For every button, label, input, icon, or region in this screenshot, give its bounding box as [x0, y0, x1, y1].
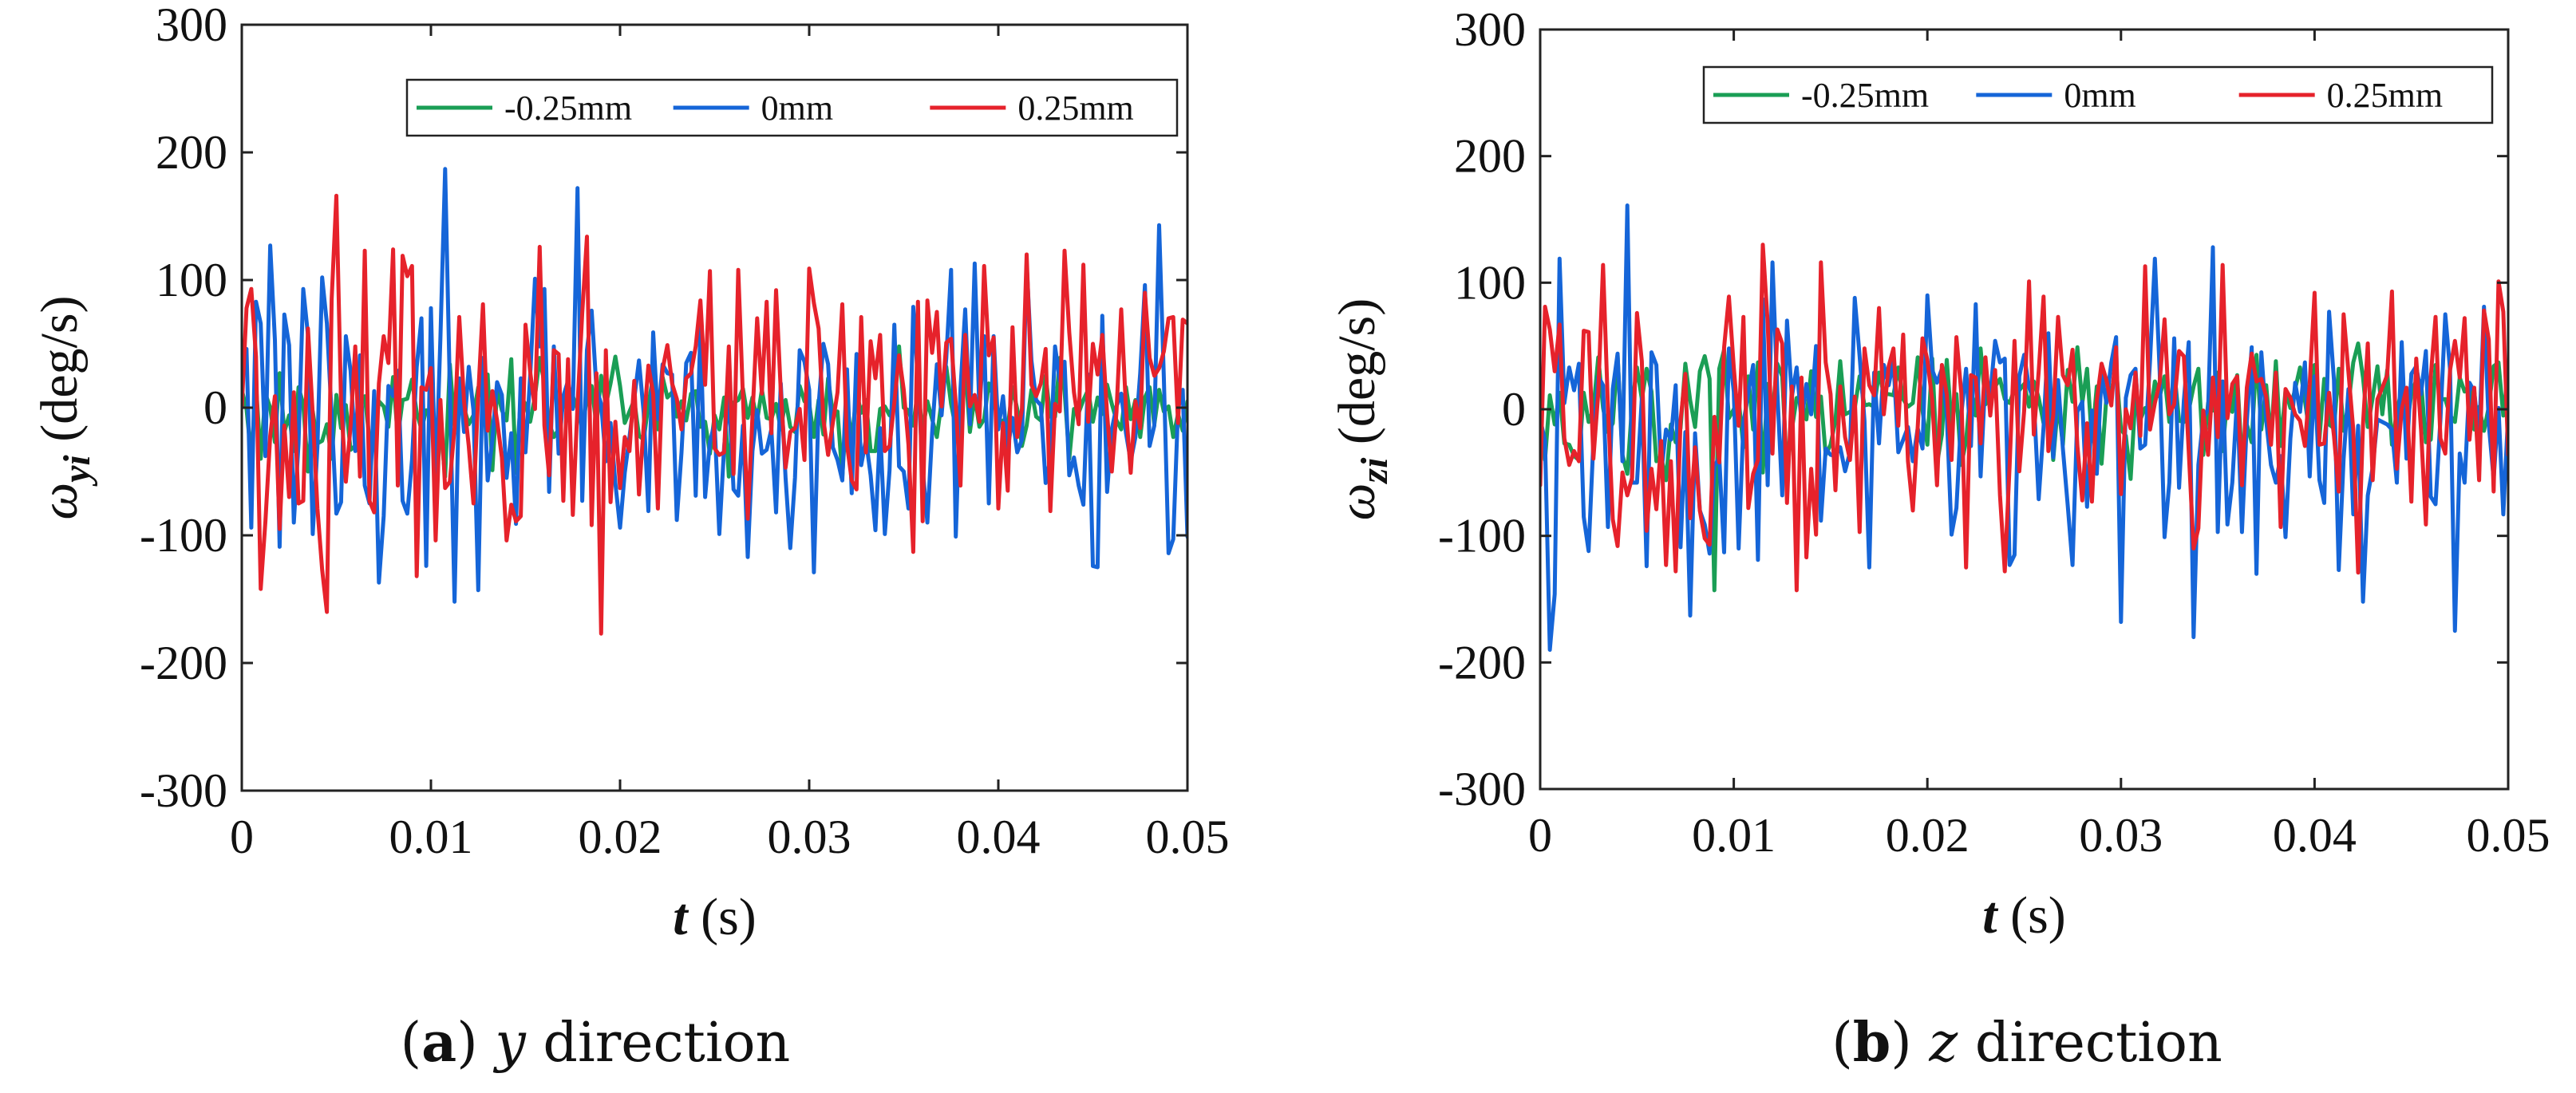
- legend-entry-label: 0.25mm: [1017, 89, 1133, 128]
- series-line-0.25mm: [1540, 243, 2508, 593]
- y-tick-label: -300: [1438, 763, 1526, 815]
- y-tick-label: -300: [140, 764, 227, 817]
- legend: -0.25mm 0mm 0.25mm: [405, 78, 1179, 137]
- x-tick-label: 0.03: [768, 811, 851, 863]
- x-axis-label-unit: (s): [1997, 886, 2066, 945]
- caption-paren-open: (: [1831, 1012, 1853, 1075]
- x-axis-label: t (s): [1982, 886, 2066, 945]
- y-tick-label: 200: [1454, 130, 1526, 183]
- y-tick-label: 300: [156, 0, 227, 51]
- x-tick-label: 0.02: [579, 811, 662, 863]
- panel-caption: (b) z direction: [1831, 1011, 2222, 1075]
- x-tick-label: 0.04: [2273, 809, 2357, 862]
- caption-letter: b: [1853, 1011, 1891, 1075]
- y-tick-label: 300: [1454, 3, 1526, 56]
- caption-letter: a: [421, 1011, 456, 1075]
- series-line-0.25mm: [242, 193, 1187, 636]
- y-axis-label: ωyi (deg/s): [30, 295, 98, 519]
- legend-entry-label: -0.25mm: [1801, 76, 1929, 115]
- caption-var: z: [1928, 1012, 1958, 1075]
- legend-box: [405, 78, 1179, 137]
- caption-rest: direction: [526, 1012, 791, 1075]
- x-tick-label: 0: [230, 811, 254, 863]
- legend-box: [1702, 65, 2494, 124]
- legend: -0.25mm 0mm 0.25mm: [1702, 65, 2494, 124]
- panel-caption: (a) y direction: [401, 1011, 791, 1075]
- y-tick-label: 100: [156, 254, 227, 306]
- y-tick-label: -200: [140, 637, 227, 689]
- y-tick-label: -100: [1438, 510, 1526, 562]
- x-axis-label-var: t: [673, 888, 689, 946]
- x-tick-label: 0.01: [389, 811, 473, 863]
- x-axis-label-var: t: [1982, 886, 1998, 945]
- y-tick-label: 0: [203, 381, 227, 434]
- y-axis-label: ωzi (deg/s): [1328, 298, 1396, 520]
- y-axis-label-sub: zi: [1353, 457, 1396, 485]
- y-tick-label: 200: [156, 126, 227, 179]
- x-tick-label: 0.05: [1146, 811, 1230, 863]
- legend-entry-label: 0mm: [761, 89, 833, 128]
- y-axis-label-symbol: ω: [1328, 483, 1386, 521]
- x-tick-label: 0.04: [957, 811, 1041, 863]
- x-tick-label: 0.03: [2079, 809, 2163, 862]
- legend-entry-label: 0.25mm: [2327, 76, 2443, 115]
- x-axis-label: t (s): [673, 888, 757, 946]
- caption-rest: direction: [1958, 1012, 2222, 1075]
- y-axis-label-sub: yi: [56, 455, 98, 487]
- y-tick-label: 100: [1454, 256, 1526, 309]
- caption-paren-open: (: [401, 1012, 422, 1075]
- legend-entry-label: -0.25mm: [504, 89, 632, 128]
- legend-entry-label: 0mm: [2064, 76, 2135, 115]
- y-axis-label-symbol: ω: [30, 483, 89, 520]
- x-tick-label: 0.01: [1692, 809, 1776, 862]
- x-tick-label: 0.02: [1886, 809, 1970, 862]
- y-axis-label-unit: (deg/s): [30, 295, 89, 455]
- caption-var: y: [492, 1012, 527, 1075]
- caption-paren-close: ): [1891, 1012, 1929, 1075]
- y-tick-label: 0: [1502, 383, 1526, 436]
- x-tick-label: 0: [1528, 809, 1552, 862]
- x-tick-label: 0.05: [2467, 809, 2550, 862]
- series-group: [242, 167, 1187, 636]
- x-axis-label-unit: (s): [688, 888, 757, 946]
- y-axis-label-unit: (deg/s): [1328, 298, 1386, 458]
- caption-paren-close: ): [456, 1012, 495, 1075]
- y-tick-label: -200: [1438, 636, 1526, 689]
- series-group: [1540, 203, 2508, 652]
- y-tick-label: -100: [140, 509, 227, 562]
